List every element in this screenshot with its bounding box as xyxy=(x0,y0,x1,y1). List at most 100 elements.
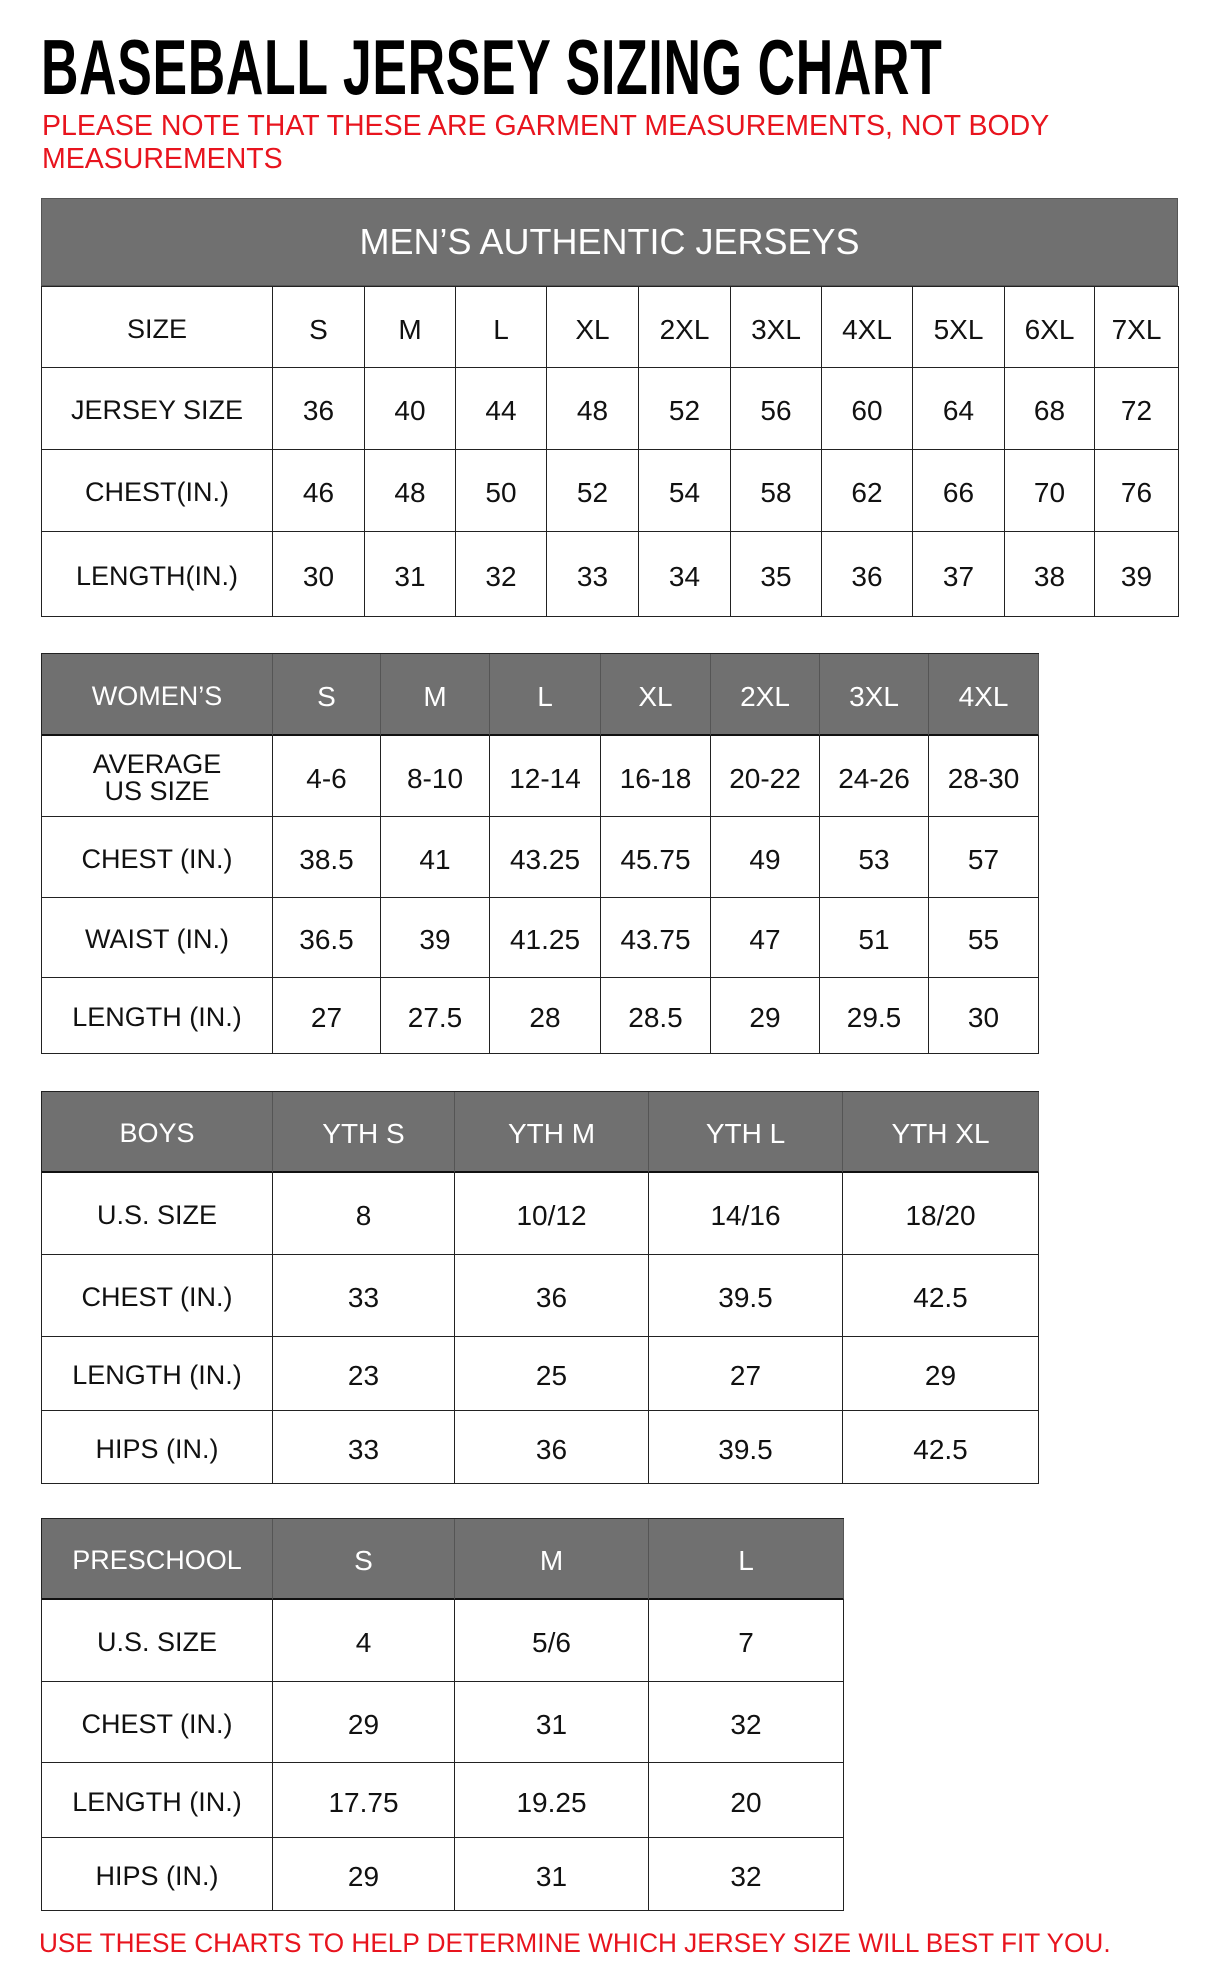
table-cell: 47 xyxy=(711,898,820,978)
row-label: U.S. SIZE xyxy=(42,1173,273,1255)
table-cell: 20 xyxy=(649,1763,844,1838)
table-cell: 33 xyxy=(273,1411,455,1484)
table-cell: 64 xyxy=(913,368,1005,450)
table-cell: 36 xyxy=(822,532,913,617)
column-header: S xyxy=(273,1519,455,1600)
table-cell: 41.25 xyxy=(490,898,601,978)
table-cell: 52 xyxy=(547,450,639,532)
table-cell: 70 xyxy=(1005,450,1095,532)
table-cell: 31 xyxy=(455,1838,649,1911)
table-cell: 35 xyxy=(731,532,822,617)
table-cell: 29.5 xyxy=(820,978,929,1054)
mens-size-table: SIZE S M L XL 2XL 3XL 4XL 5XL 6XL 7XL JERSEY SIZE 36… xyxy=(41,286,1179,617)
table-cell: 54 xyxy=(639,450,731,532)
table-cell: 60 xyxy=(822,368,913,450)
table-cell: 31 xyxy=(455,1682,649,1763)
column-header: L xyxy=(649,1519,844,1600)
row-label: CHEST (IN.) xyxy=(42,1255,273,1337)
table-cell: 29 xyxy=(843,1337,1039,1411)
column-header: YTH L xyxy=(649,1092,843,1173)
table-cell: 29 xyxy=(711,978,820,1054)
column-header: YTH M xyxy=(455,1092,649,1173)
table-cell: 33 xyxy=(273,1255,455,1337)
column-header: M xyxy=(381,654,490,736)
row-label: CHEST (IN.) xyxy=(42,817,273,898)
row-label: AVERAGE US SIZE xyxy=(42,736,273,817)
table-cell: 42.5 xyxy=(843,1255,1039,1337)
table-cell: 41 xyxy=(381,817,490,898)
table-cell: 31 xyxy=(365,532,456,617)
table-cell: 19.25 xyxy=(455,1763,649,1838)
table-cell: 36 xyxy=(455,1411,649,1484)
table-cell: 2XL xyxy=(639,287,731,368)
table-cell: 72 xyxy=(1095,368,1179,450)
table-cell: 68 xyxy=(1005,368,1095,450)
table-cell: 58 xyxy=(731,450,822,532)
table-cell: 53 xyxy=(820,817,929,898)
table-cell: 30 xyxy=(929,978,1039,1054)
column-header: 2XL xyxy=(711,654,820,736)
table-cell: 5XL xyxy=(913,287,1005,368)
table-cell: 46 xyxy=(273,450,365,532)
table-cell: 43.25 xyxy=(490,817,601,898)
column-header: M xyxy=(455,1519,649,1600)
table-cell: 5/6 xyxy=(455,1600,649,1682)
table-cell: 43.75 xyxy=(601,898,711,978)
table-cell: 56 xyxy=(731,368,822,450)
table-cell: 33 xyxy=(547,532,639,617)
table-cell: 28-30 xyxy=(929,736,1039,817)
table-cell: 28.5 xyxy=(601,978,711,1054)
table-cell: 34 xyxy=(639,532,731,617)
table-corner-label: BOYS xyxy=(42,1092,273,1173)
table-cell: 45.75 xyxy=(601,817,711,898)
table-cell: 51 xyxy=(820,898,929,978)
table-cell: 32 xyxy=(649,1838,844,1911)
table-cell: 25 xyxy=(455,1337,649,1411)
womens-size-table: WOMEN’S S M L XL 2XL 3XL 4XL AVERAGE US SIZE 4-6 8… xyxy=(41,653,1039,1054)
table-cell: 55 xyxy=(929,898,1039,978)
table-cell: 4XL xyxy=(822,287,913,368)
row-label: LENGTH (IN.) xyxy=(42,1763,273,1838)
table-cell: 76 xyxy=(1095,450,1179,532)
table-cell: 36 xyxy=(273,368,365,450)
row-label: HIPS (IN.) xyxy=(42,1838,273,1911)
table-cell: 52 xyxy=(639,368,731,450)
row-label: WAIST (IN.) xyxy=(42,898,273,978)
table-cell: 39.5 xyxy=(649,1411,843,1484)
column-header: 3XL xyxy=(820,654,929,736)
table-cell: L xyxy=(456,287,547,368)
table-cell: 66 xyxy=(913,450,1005,532)
column-header: YTH XL xyxy=(843,1092,1039,1173)
table-cell: 14/16 xyxy=(649,1173,843,1255)
table-cell: 4-6 xyxy=(273,736,381,817)
footer-note: USE THESE CHARTS TO HELP DETERMINE WHICH… xyxy=(39,1928,1111,1958)
table-cell: 3XL xyxy=(731,287,822,368)
table-cell: 40 xyxy=(365,368,456,450)
table-cell: 48 xyxy=(365,450,456,532)
preschool-size-table: PRESCHOOL S M L U.S. SIZE 4 5/6 7 CHEST (IN.) 29 3… xyxy=(41,1518,844,1911)
table-cell: 28 xyxy=(490,978,601,1054)
table-cell: 16-18 xyxy=(601,736,711,817)
table-cell: 27 xyxy=(649,1337,843,1411)
table-corner-label: WOMEN’S xyxy=(42,654,273,736)
table-cell: 4 xyxy=(273,1600,455,1682)
table-cell: 32 xyxy=(456,532,547,617)
table-cell: 37 xyxy=(913,532,1005,617)
row-label: HIPS (IN.) xyxy=(42,1411,273,1484)
table-cell: 7 xyxy=(649,1600,844,1682)
table-cell: 36 xyxy=(455,1255,649,1337)
column-header: 4XL xyxy=(929,654,1039,736)
table-cell: 48 xyxy=(547,368,639,450)
table-cell: 30 xyxy=(273,532,365,617)
table-cell: 23 xyxy=(273,1337,455,1411)
table-cell: 39 xyxy=(381,898,490,978)
table-cell: 39.5 xyxy=(649,1255,843,1337)
table-cell: 38.5 xyxy=(273,817,381,898)
row-label: CHEST(IN.) xyxy=(42,450,273,532)
table-cell: 32 xyxy=(649,1682,844,1763)
table-cell: 8 xyxy=(273,1173,455,1255)
row-label: SIZE xyxy=(42,287,273,368)
table-cell: 18/20 xyxy=(843,1173,1039,1255)
table-cell: 24-26 xyxy=(820,736,929,817)
row-label: U.S. SIZE xyxy=(42,1600,273,1682)
